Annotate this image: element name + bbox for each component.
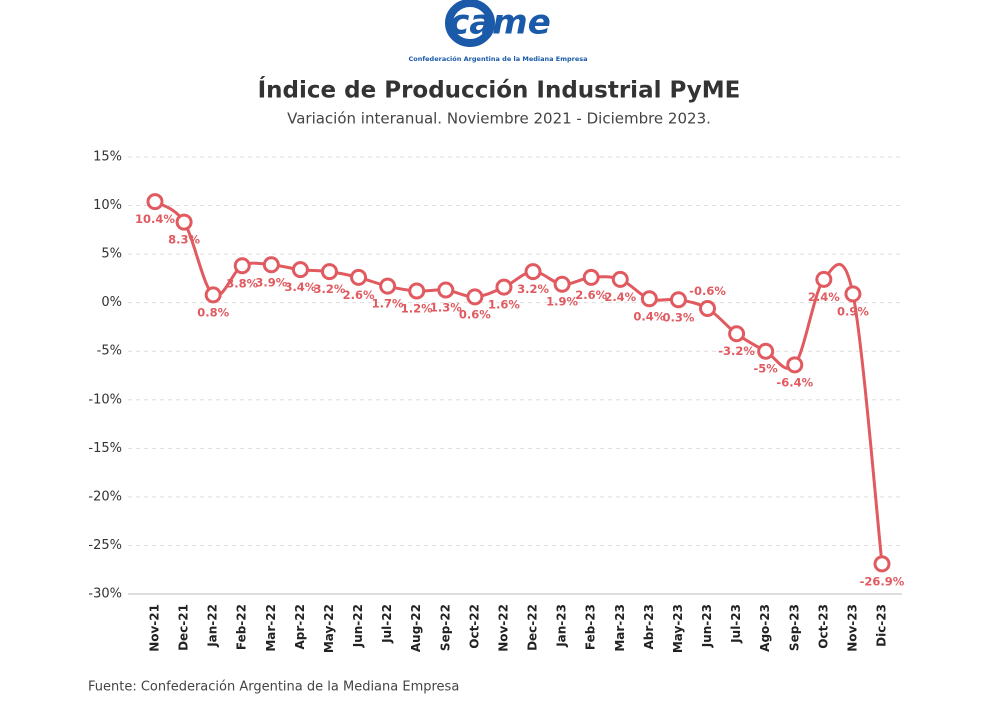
data-label: -3.2% (718, 344, 755, 358)
data-label: 10.4% (135, 212, 175, 226)
data-label: 0.8% (197, 305, 229, 319)
data-label: 1.2% (401, 302, 433, 316)
data-label: 2.4% (808, 290, 840, 304)
data-point (204, 286, 222, 304)
data-label: 3.4% (284, 280, 316, 294)
data-label: 3.2% (314, 282, 346, 296)
y-tick-label: -5% (97, 344, 122, 359)
data-label: 1.9% (546, 295, 578, 309)
data-point (291, 261, 309, 279)
x-tick-label: Feb-22 (235, 604, 249, 650)
x-tick-label: Aug-22 (409, 604, 423, 652)
data-label: 1.6% (488, 298, 520, 312)
x-tick-label: Apr-22 (293, 604, 307, 649)
y-tick-label: -30% (88, 587, 122, 602)
y-tick-label: 15% (93, 150, 122, 165)
data-point (669, 291, 687, 309)
x-tick-label: Jan-23 (555, 604, 569, 648)
x-tick-label: Jan-22 (206, 604, 220, 648)
logo-text: came (449, 3, 551, 43)
y-tick-label: 10% (93, 198, 122, 213)
x-tick-label: Abr-23 (642, 604, 656, 649)
data-label: -26.9% (860, 574, 905, 588)
data-label: 2.6% (575, 288, 607, 302)
data-point (379, 277, 397, 295)
y-tick-label: 0% (101, 295, 122, 310)
data-point (262, 256, 280, 274)
data-label: 3.2% (517, 282, 549, 296)
data-point (699, 299, 717, 317)
x-tick-label: Sep-23 (787, 604, 801, 651)
data-label: 2.4% (604, 290, 636, 304)
data-label: 8.3% (168, 233, 200, 247)
data-point (350, 268, 368, 286)
data-point (495, 278, 513, 296)
x-tick-label: Jun-23 (700, 604, 714, 648)
data-point (815, 270, 833, 288)
y-tick-label: -20% (88, 489, 122, 504)
x-tick-label: Oct-23 (816, 604, 830, 649)
x-tick-label: Dic-23 (875, 604, 889, 647)
x-tick-label: Mar-22 (264, 604, 278, 652)
data-label: 0.6% (459, 307, 491, 321)
data-point (524, 263, 542, 281)
x-tick-label: Feb-23 (584, 604, 598, 650)
logo-caption: Confederación Argentina de la Mediana Em… (408, 55, 587, 63)
x-tick-label: Jun-22 (351, 604, 365, 648)
data-label: 1.3% (430, 301, 462, 315)
x-tick-label: Jul-22 (380, 604, 394, 644)
x-tick-label: Ago-23 (758, 604, 772, 652)
x-tick-label: Jul-23 (729, 604, 743, 644)
y-tick-label: -15% (88, 441, 122, 456)
data-label: 0.9% (837, 304, 869, 318)
data-label: 1.7% (372, 297, 404, 311)
source-note: Fuente: Confederación Argentina de la Me… (88, 680, 459, 695)
data-point (611, 270, 629, 288)
y-tick-label: -25% (88, 538, 122, 553)
data-point (437, 281, 455, 299)
x-tick-label: May-23 (671, 604, 685, 653)
data-line (154, 200, 884, 565)
data-label: 0.3% (662, 310, 694, 324)
data-label: -0.6% (689, 284, 726, 298)
data-label: 0.4% (633, 309, 665, 323)
data-point (640, 290, 658, 308)
x-tick-label: Dec-21 (177, 604, 191, 651)
x-tick-label: Sep-22 (438, 604, 452, 651)
x-tick-label: Nov-21 (148, 604, 162, 652)
data-label: -6.4% (776, 375, 813, 389)
data-point (582, 268, 600, 286)
chart-title: Índice de Producción Industrial PyME (258, 76, 741, 104)
data-label: 2.6% (343, 288, 375, 302)
data-point (786, 356, 804, 374)
data-point (553, 275, 571, 293)
logo-ring (445, 0, 495, 47)
x-tick-label: Dec-22 (526, 604, 540, 651)
chart-subtitle: Variación interanual. Noviembre 2021 - D… (287, 110, 711, 128)
data-point (408, 282, 426, 300)
x-tick-label: Nov-23 (845, 604, 859, 652)
y-tick-label: 5% (101, 247, 122, 262)
data-point (728, 325, 746, 343)
data-point (844, 285, 862, 303)
data-point (175, 213, 193, 231)
y-tick-label: -10% (88, 392, 122, 407)
data-point (757, 342, 775, 360)
data-label: 3.9% (255, 275, 287, 289)
data-point (466, 288, 484, 306)
data-point (233, 257, 251, 275)
x-tick-label: Oct-22 (467, 604, 481, 649)
x-tick-label: Mar-23 (613, 604, 627, 652)
x-tick-label: May-22 (322, 604, 336, 653)
data-label: 3.8% (226, 276, 258, 290)
data-point (320, 263, 338, 281)
data-point (873, 555, 891, 573)
x-tick-label: Nov-22 (496, 604, 510, 652)
data-label: -5% (754, 362, 779, 376)
data-point (146, 193, 164, 211)
